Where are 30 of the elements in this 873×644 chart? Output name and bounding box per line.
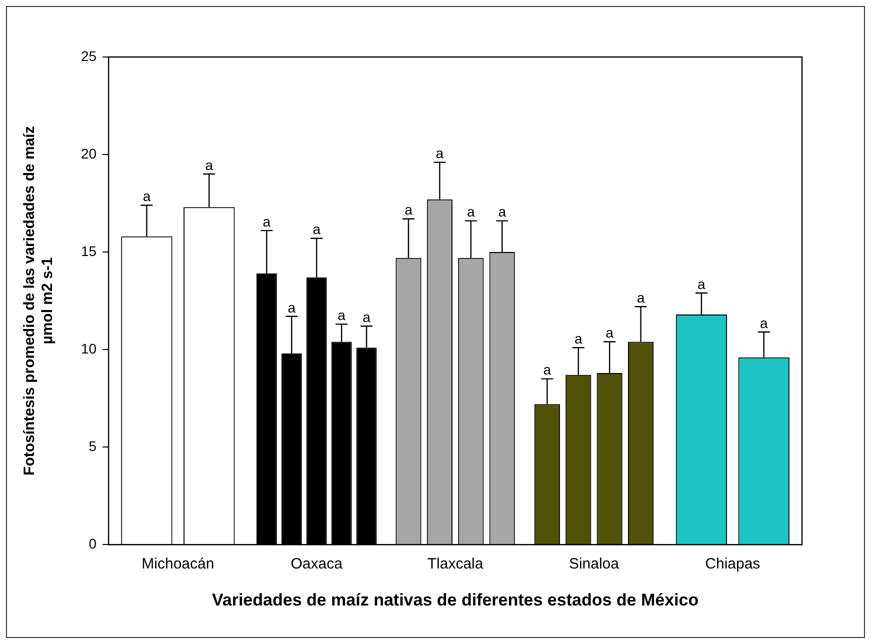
x-axis-title: Variedades de maíz nativas de diferentes estados de México bbox=[212, 590, 699, 610]
data-label: a bbox=[636, 290, 645, 306]
x-tick-label: Sinaloa bbox=[568, 556, 620, 573]
data-label: a bbox=[606, 324, 614, 341]
data-label: a bbox=[362, 309, 371, 326]
y-tick-label: 15 bbox=[80, 242, 97, 259]
data-label: a bbox=[698, 276, 706, 292]
y-tick-label: 25 bbox=[80, 48, 97, 64]
data-label: a bbox=[543, 362, 552, 378]
data-label: a bbox=[288, 299, 296, 316]
y-tick-label: 10 bbox=[80, 340, 97, 356]
data-label: a bbox=[436, 145, 444, 162]
data-label: a bbox=[312, 221, 321, 238]
data-label: a bbox=[142, 188, 151, 204]
data-label: a bbox=[205, 156, 214, 173]
y-tick-label: 5 bbox=[88, 438, 97, 454]
data-label: a bbox=[262, 213, 271, 230]
data-label: a bbox=[404, 202, 413, 218]
data-label: a bbox=[760, 314, 768, 331]
y-tick-label: 0 bbox=[88, 535, 97, 552]
data-label: a bbox=[498, 204, 506, 220]
data-label: a bbox=[466, 204, 475, 220]
x-tick-label: Tlaxcala bbox=[427, 556, 484, 573]
y-axis-title: Fotosíntesis promedio de las variedades de maíz µmol m2 s-1 bbox=[21, 126, 56, 476]
data-label: a bbox=[574, 330, 582, 346]
x-tick-label: Oaxaca bbox=[290, 556, 344, 573]
x-tick-label: Chiapas bbox=[705, 556, 760, 573]
y-tick-label: 20 bbox=[80, 145, 97, 162]
x-tick-label: Michoacán bbox=[142, 556, 214, 573]
data-label: a bbox=[338, 307, 346, 324]
